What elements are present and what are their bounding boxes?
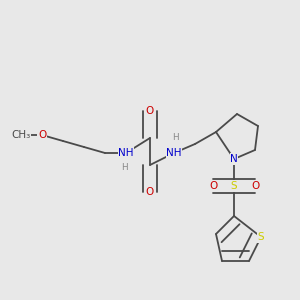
Text: O: O bbox=[146, 106, 154, 116]
Text: H: H bbox=[121, 164, 128, 172]
Text: CH₃: CH₃ bbox=[11, 130, 31, 140]
Text: S: S bbox=[231, 181, 237, 191]
Text: O: O bbox=[251, 181, 259, 191]
Text: NH: NH bbox=[166, 148, 182, 158]
Text: S: S bbox=[258, 232, 264, 242]
Text: O: O bbox=[38, 130, 46, 140]
Text: O: O bbox=[209, 181, 217, 191]
Text: O: O bbox=[146, 187, 154, 197]
Text: N: N bbox=[230, 154, 238, 164]
Text: H: H bbox=[172, 134, 179, 142]
Text: NH: NH bbox=[118, 148, 134, 158]
